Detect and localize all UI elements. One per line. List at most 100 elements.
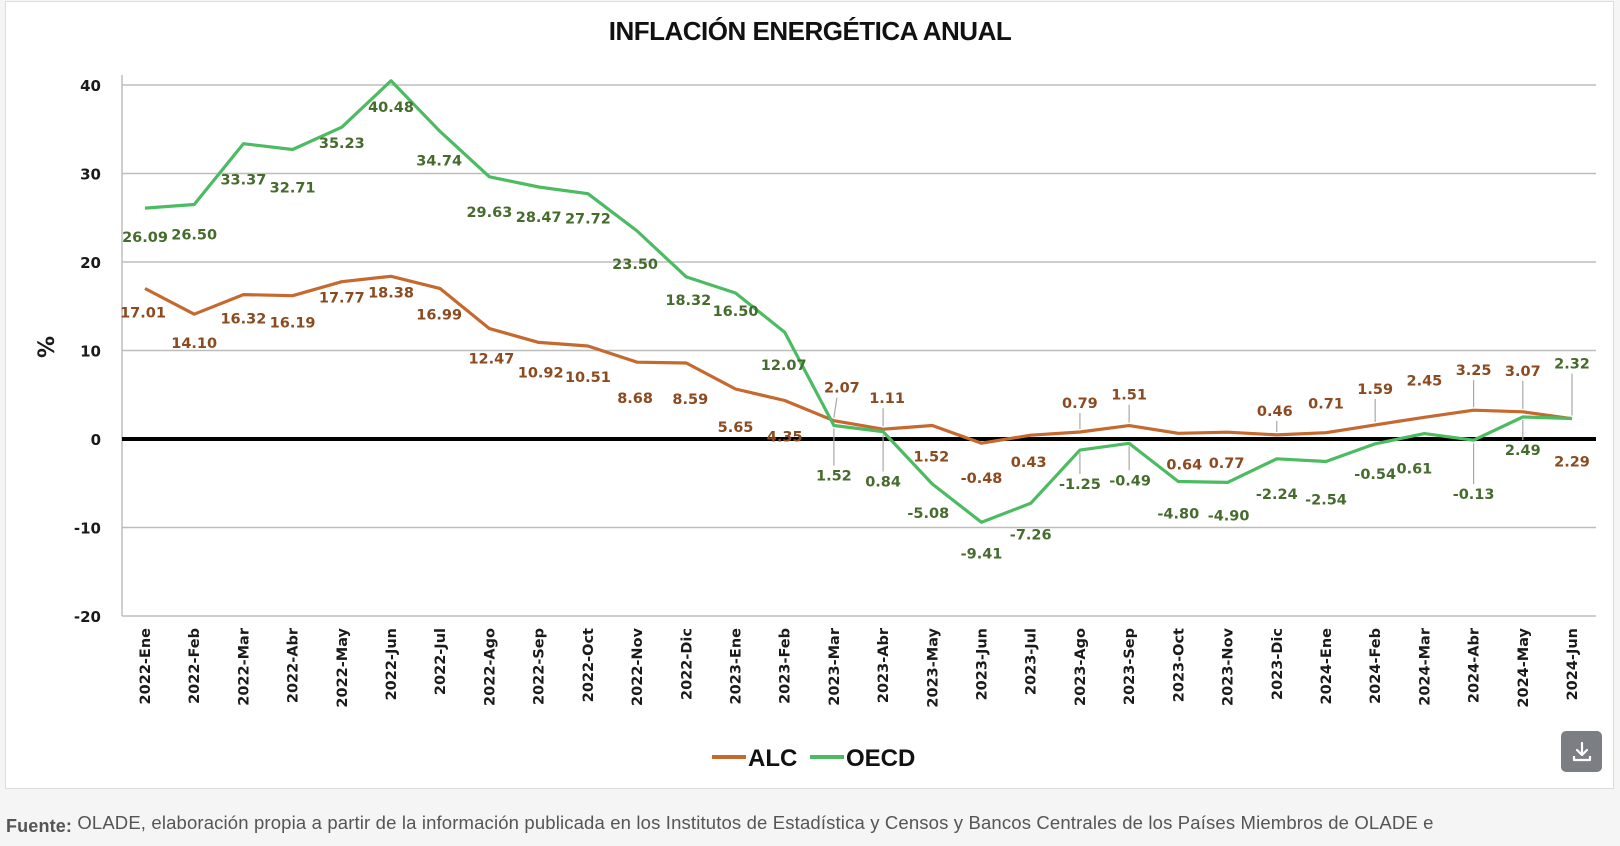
data-label-oecd: -0.13	[1453, 487, 1495, 503]
data-label-oecd: 26.50	[171, 228, 217, 244]
data-label-oecd: -0.54	[1354, 467, 1396, 483]
data-label-oecd: 28.47	[516, 210, 562, 226]
data-label-alc: 8.59	[672, 392, 708, 408]
x-tick-label: 2022-Jul	[433, 628, 449, 695]
data-label-oecd: -4.80	[1157, 507, 1199, 523]
data-label-alc: 5.65	[718, 420, 754, 436]
data-label-oecd: -2.24	[1256, 487, 1298, 503]
x-tick-label: 2024-May	[1516, 627, 1532, 707]
data-label-alc: 10.92	[518, 365, 564, 381]
y-axis-label: %	[35, 336, 60, 358]
x-tick-label: 2022-Mar	[236, 627, 252, 706]
data-label-oecd: 27.72	[565, 212, 611, 228]
x-tick-label: 2022-Sep	[532, 628, 548, 705]
data-label-alc: 1.52	[913, 450, 949, 466]
data-label-alc: 14.10	[171, 336, 217, 352]
data-label-alc: 0.64	[1166, 457, 1202, 473]
label-leader-lines	[833, 373, 1573, 485]
data-label-alc: 16.19	[270, 316, 316, 332]
data-label-alc: 17.77	[319, 291, 365, 307]
data-label-alc: 17.01	[120, 306, 166, 322]
data-label-alc: 16.32	[220, 312, 266, 328]
data-label-alc: 2.07	[824, 381, 860, 397]
data-label-alc: 12.47	[468, 352, 514, 368]
data-label-oecd: 0.84	[865, 475, 901, 491]
series-lines	[144, 79, 1573, 524]
data-label-oecd: -7.26	[1010, 527, 1052, 543]
data-label-oecd: 12.07	[761, 358, 807, 374]
x-tick-label: 2023-May	[925, 627, 941, 707]
data-label-oecd: -9.41	[961, 546, 1003, 562]
x-tick-label: 2024-Jun	[1565, 628, 1581, 700]
x-tick-label: 2024-Feb	[1368, 628, 1384, 704]
x-tick-label: 2024-Mar	[1417, 627, 1433, 706]
data-label-oecd: 18.32	[665, 293, 711, 309]
data-label-oecd: -2.54	[1305, 493, 1347, 509]
y-tick-label: -10	[74, 520, 101, 538]
x-tick-label: 2024-Ene	[1319, 628, 1335, 705]
x-tick-label: 2024-Abr	[1467, 627, 1483, 703]
leader-line	[833, 397, 838, 418]
source-text: OLADE, elaboración propia a partir de la…	[72, 812, 1434, 833]
x-tick-label: 2022-Oct	[581, 628, 597, 702]
data-label-alc: 4.35	[767, 430, 803, 446]
data-label-oecd: 29.63	[466, 205, 512, 221]
data-label-alc: 0.79	[1062, 396, 1098, 412]
x-tick-label: 2022-Nov	[630, 627, 646, 705]
data-label-alc: 0.71	[1308, 397, 1344, 413]
data-label-oecd: -0.49	[1109, 473, 1151, 489]
data-label-alc: 3.25	[1456, 363, 1492, 379]
download-button[interactable]	[1561, 731, 1602, 772]
data-label-alc: 0.46	[1257, 404, 1293, 420]
y-tick-label: 40	[80, 77, 101, 95]
data-label-alc: -0.48	[961, 471, 1003, 487]
data-label-alc: 8.68	[617, 391, 653, 407]
chart-card	[5, 1, 1614, 789]
chart-title: INFLACIÓN ENERGÉTICA ANUAL	[608, 16, 1012, 46]
x-tick-label: 2022-Jun	[384, 628, 400, 700]
data-label-oecd: 16.50	[713, 304, 759, 320]
data-label-oecd: 33.37	[220, 173, 266, 189]
series-line-alc	[144, 274, 1573, 445]
legend: ALC OECD	[712, 745, 915, 772]
download-icon	[1572, 741, 1591, 761]
data-label-oecd: 0.61	[1397, 462, 1433, 478]
x-tick-label: 2023-Jul	[1024, 628, 1040, 695]
y-tick-label: -20	[74, 608, 101, 626]
y-axis-ticks: 40 30 20 10 0 -10 -20	[74, 77, 101, 626]
data-label-alc: 16.99	[416, 308, 462, 324]
data-label-oecd: 1.52	[816, 469, 852, 485]
legend-label-alc: ALC	[748, 745, 797, 772]
data-label-oecd: 34.74	[416, 154, 462, 170]
data-label-oecd: -1.25	[1059, 477, 1101, 493]
data-label-alc: 3.07	[1505, 364, 1541, 380]
legend-label-oecd: OECD	[846, 745, 915, 772]
x-tick-label: 2022-Abr	[286, 627, 302, 703]
data-label-alc: 2.29	[1554, 455, 1590, 471]
data-label-alc: 10.51	[565, 370, 611, 386]
data-label-alc: 0.77	[1209, 456, 1245, 472]
x-tick-label: 2023-Abr	[876, 627, 892, 703]
data-label-oecd: -4.90	[1208, 508, 1250, 524]
x-tick-label: 2023-Ene	[728, 628, 744, 705]
x-axis-ticks: 2022-Ene 2022-Feb 2022-Mar 2022-Abr 2022-May…	[138, 627, 1581, 707]
data-label-alc: 1.59	[1357, 382, 1393, 398]
y-tick-label: 20	[80, 254, 101, 272]
x-tick-label: 2023-Jun	[975, 628, 991, 700]
y-tick-label: 10	[80, 343, 101, 361]
data-label-alc: 18.38	[368, 285, 414, 301]
x-tick-label: 2023-Feb	[778, 628, 794, 704]
data-label-alc: 1.11	[869, 391, 905, 407]
x-tick-label: 2022-Dic	[679, 628, 695, 700]
x-tick-label: 2022-May	[335, 627, 351, 707]
data-label-oecd: 2.49	[1505, 443, 1541, 459]
data-label-oecd: 35.23	[319, 136, 365, 152]
data-label-alc: 0.43	[1011, 455, 1047, 471]
x-tick-label: 2023-Dic	[1270, 628, 1286, 700]
x-tick-label: 2023-Sep	[1122, 628, 1138, 705]
gridlines	[121, 75, 1596, 617]
x-tick-label: 2022-Feb	[187, 628, 203, 704]
data-label-oecd: -5.08	[907, 506, 949, 522]
source-label: Fuente:	[6, 816, 73, 836]
